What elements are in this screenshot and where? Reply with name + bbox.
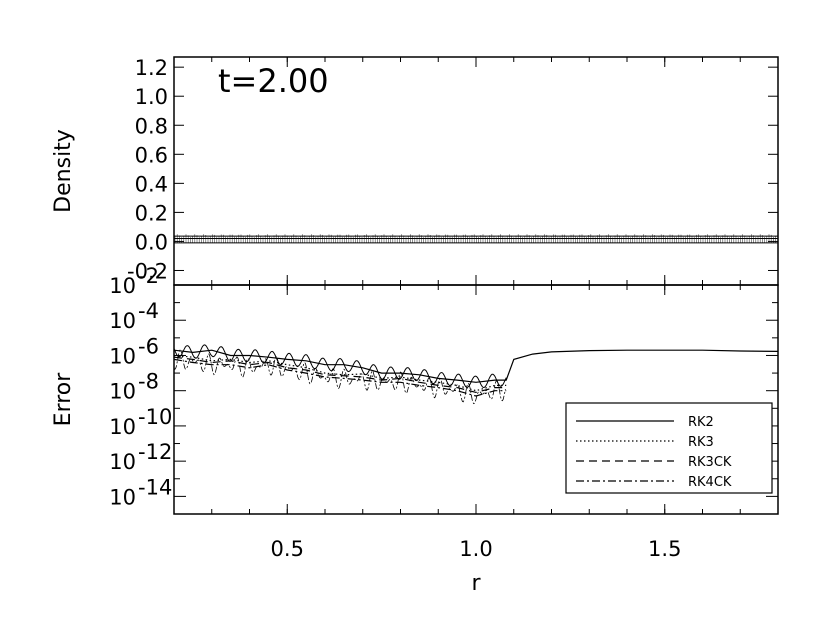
- error-oscillation: [174, 344, 507, 405]
- y-tick-label: 0.2: [135, 201, 168, 225]
- y-tick-label: 10: [109, 344, 136, 368]
- error-oscillation-path: [174, 344, 507, 389]
- legend-box: [565, 402, 773, 494]
- y-tick-exponent: -6: [138, 334, 159, 358]
- y-tick-exponent: -4: [138, 299, 159, 323]
- y-tick-label: 10: [109, 274, 136, 298]
- error-line-rk4ck: [174, 358, 507, 397]
- error-line-rk2: [174, 349, 778, 383]
- y-tick-label: 10: [109, 450, 136, 474]
- time-annotation: t=2.00: [218, 62, 329, 100]
- error-line-rk3: [174, 354, 507, 392]
- y-tick-label: 10: [109, 380, 136, 404]
- y-axis-label: Density: [51, 129, 76, 213]
- legend-label-rk2: RK2: [688, 415, 714, 430]
- y-tick-label: 0.8: [135, 114, 168, 138]
- y-tick-label: 1.0: [135, 85, 168, 109]
- y-tick-label: 10: [109, 415, 136, 439]
- y-tick-exponent: -12: [138, 440, 172, 464]
- y-tick-exponent: -10: [138, 405, 172, 429]
- y-tick-label: 0.0: [135, 230, 168, 254]
- x-tick-label: 1.0: [459, 537, 492, 561]
- error-oscillation-path: [174, 349, 506, 405]
- legend: RK2 RK3 RK3CK RK4CK: [565, 402, 773, 494]
- x-axis-label: r: [471, 571, 481, 596]
- x-tick-label: 0.5: [271, 537, 304, 561]
- top-panel: 1.2 1.0 0.8 0.6 0.4 0.2 0.0 -0.2 Density t=2.00: [51, 56, 779, 286]
- y-tick-exponent: -14: [138, 475, 172, 499]
- y-tick-exponent: -2: [138, 264, 159, 288]
- y-tick-label: 0.6: [135, 143, 168, 167]
- y-tick-label: -0.2: [127, 259, 168, 283]
- y-tick-label: 10: [109, 309, 136, 333]
- density-band: [174, 234, 779, 244]
- legend-label-rk3: RK3: [688, 435, 714, 450]
- y-tick-label: 10: [109, 485, 136, 509]
- y-tick-label: 1.2: [135, 56, 168, 80]
- y-tick-label: 0.4: [135, 172, 168, 196]
- legend-label-rk4ck: RK4CK: [688, 475, 732, 490]
- y-axis-label: Error: [51, 372, 76, 427]
- y-tick-exponent: -8: [138, 370, 159, 394]
- legend-label-rk3ck: RK3CK: [688, 455, 732, 470]
- x-tick-label: 1.5: [648, 537, 681, 561]
